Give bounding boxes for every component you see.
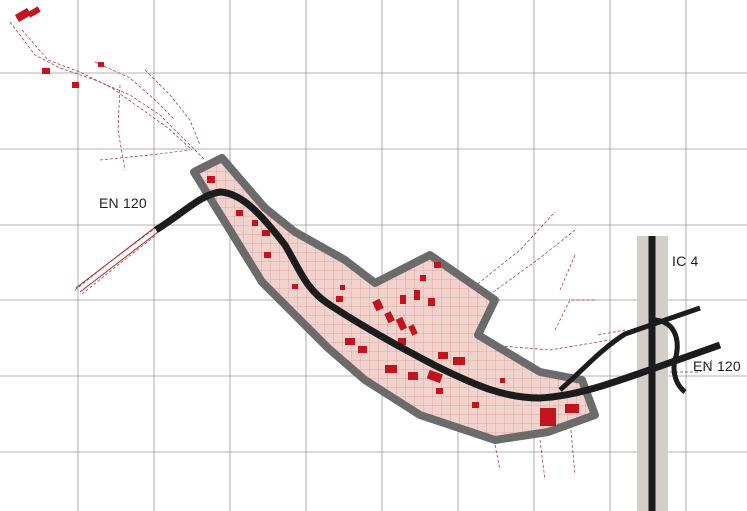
western-approach-road [75,224,163,293]
interchange-ramps [558,305,701,394]
en120-east-label: EN 120 [693,358,741,374]
northwest-buildings [14,6,104,88]
ic4-label: IC 4 [672,253,699,269]
en120-road [154,188,722,402]
survey-lines [9,21,713,481]
settlement-buildings [207,176,580,426]
en120-west-label: EN 120 [99,195,147,211]
urban-zone [190,154,599,444]
